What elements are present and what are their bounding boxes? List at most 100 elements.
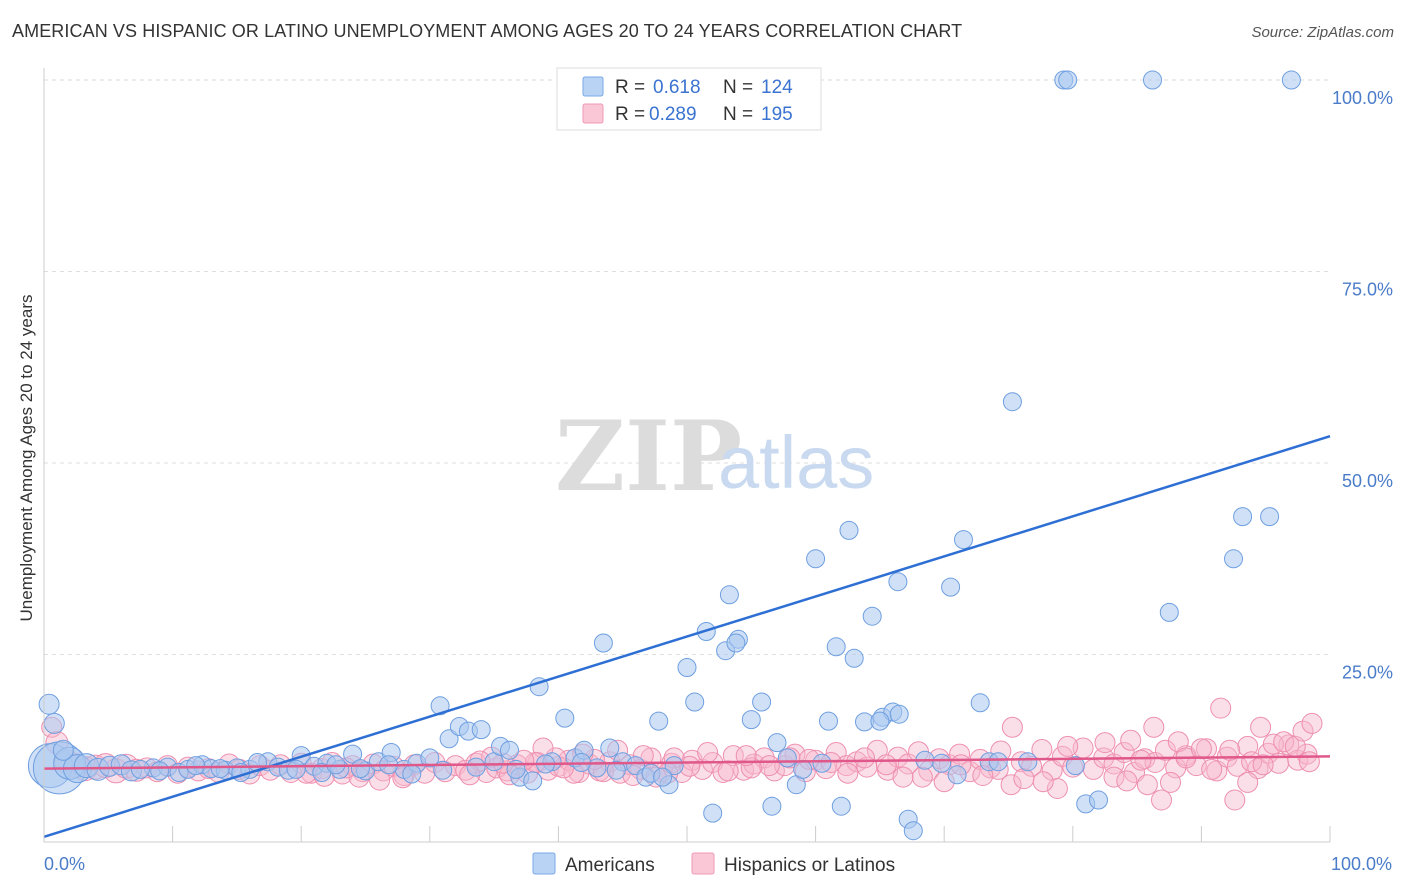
legend-bottom-swatch-americans	[532, 852, 556, 875]
americans-point-70	[819, 711, 838, 731]
americans-point-105	[1018, 752, 1038, 772]
americans-point-84	[793, 759, 813, 779]
hispanics-point-154	[1013, 768, 1035, 790]
americans-point-113	[186, 756, 206, 776]
americans-point-102	[1224, 549, 1243, 569]
hispanics-point-134	[1219, 739, 1241, 761]
americans-point-104	[1260, 507, 1280, 527]
hispanics-point-146	[1151, 789, 1172, 811]
americans-point-95	[970, 693, 990, 713]
americans-point-51	[600, 738, 620, 758]
hispanics-point-136	[1250, 716, 1272, 738]
americans-point-89	[903, 821, 923, 841]
y-tick-label-100: 100.0%	[1332, 88, 1393, 108]
americans-point-86	[870, 711, 890, 731]
hispanics-point-127	[1120, 729, 1142, 751]
americans-point-120	[350, 759, 370, 779]
americans-point-128	[606, 760, 626, 780]
watermark-zip: ZIP	[555, 400, 742, 513]
americans-point-36	[439, 729, 459, 749]
hispanics-point-159	[911, 766, 933, 788]
hispanics-point-140	[1292, 720, 1314, 742]
legend-r-label-2: R =	[615, 104, 645, 125]
americans-point-114	[210, 759, 230, 779]
americans-point-9	[38, 693, 60, 715]
hispanics-point-124	[1001, 716, 1023, 738]
hispanics-point-83	[887, 746, 909, 768]
hispanics-point-132	[1190, 738, 1212, 760]
americans-point-11	[52, 739, 74, 761]
americans-point-58	[685, 692, 705, 712]
hispanics-point-163	[837, 762, 859, 784]
chart-title: AMERICAN VS HISPANIC OR LATINO UNEMPLOYM…	[12, 21, 963, 41]
legend-n-value-2: 195	[761, 104, 793, 125]
americans-point-75	[862, 606, 882, 626]
americans-point-110	[1281, 70, 1301, 90]
legend-r-value-1: 0.618	[653, 77, 701, 98]
hispanics-point-167	[758, 755, 780, 777]
hispanics-point-123	[1296, 743, 1318, 765]
americans-point-87	[889, 704, 909, 724]
hispanics-point-153	[1032, 771, 1054, 793]
hispanics-point-148	[1201, 758, 1223, 780]
hispanics-point-171	[697, 742, 719, 763]
americans-point-112	[150, 761, 170, 781]
americans-point-101	[1159, 602, 1179, 622]
x-axis-ticks	[43, 826, 1331, 842]
americans-point-111	[130, 759, 150, 779]
americans-point-130	[653, 767, 673, 787]
americans-point-91	[932, 753, 952, 773]
hispanics-point-147	[1160, 771, 1181, 793]
legend-r-label-1: R =	[615, 77, 645, 98]
legend-swatch-hispanics	[582, 103, 604, 124]
x-tick-label-max: 100.0%	[1331, 854, 1392, 874]
legend-n-label-1: N =	[723, 77, 753, 98]
americans-point-79	[812, 753, 832, 773]
americans-point-57	[677, 658, 697, 677]
y-tick-label-50: 50.0%	[1342, 471, 1393, 491]
americans-point-98	[1002, 392, 1022, 412]
americans-point-117	[286, 759, 306, 779]
hispanics-point-144	[1116, 770, 1138, 792]
americans-point-100	[1089, 790, 1108, 810]
hispanics-point-137	[1262, 733, 1284, 755]
americans-point-34	[420, 748, 440, 768]
legend-r-value-2: 0.289	[649, 104, 697, 125]
americans-point-94	[954, 530, 973, 550]
americans-point-106	[1065, 756, 1085, 776]
americans-point-60	[703, 803, 723, 823]
americans-point-80	[777, 748, 797, 768]
hispanics-point-69	[743, 753, 765, 775]
hispanics-point-141	[1301, 712, 1323, 734]
americans-point-78	[888, 572, 908, 592]
americans-point-97	[988, 752, 1008, 772]
legend-bottom: Americans Hispanics or Latinos	[532, 852, 895, 876]
hispanics-point-150	[1237, 771, 1259, 793]
hispanics-point-145	[1136, 774, 1158, 796]
americans-point-10	[43, 712, 65, 734]
hispanics-point-161	[875, 754, 897, 776]
americans-point-73	[844, 648, 864, 668]
hispanics-point-152	[1046, 778, 1068, 799]
watermark-atlas: atlas	[718, 421, 874, 504]
americans-point-64	[741, 710, 761, 730]
hispanics-point-94	[1000, 774, 1022, 796]
americans-point-62	[719, 585, 739, 605]
americans-point-92	[941, 577, 961, 597]
hispanics-point-149	[1224, 789, 1246, 811]
americans-point-71	[826, 637, 846, 657]
americans-point-93	[947, 765, 967, 785]
hispanics-point-128	[1130, 749, 1152, 771]
hispanics-point-151	[1252, 754, 1274, 776]
y-axis-title: Unemployment Among Ages 20 to 24 years	[17, 295, 36, 622]
legend-bottom-label-hispanics: Hispanics or Latinos	[724, 855, 895, 876]
legend-swatch-americans	[582, 76, 604, 97]
americans-point-83	[593, 633, 613, 653]
hispanics-point-133	[1210, 697, 1232, 719]
americans-point-108	[1058, 70, 1078, 90]
americans-point-35	[430, 696, 450, 716]
x-tick-label-min: 0.0%	[44, 854, 85, 874]
legend-bottom-swatch-hispanics	[691, 852, 715, 875]
americans-point-109	[1143, 70, 1162, 90]
americans-point-67	[767, 733, 787, 753]
